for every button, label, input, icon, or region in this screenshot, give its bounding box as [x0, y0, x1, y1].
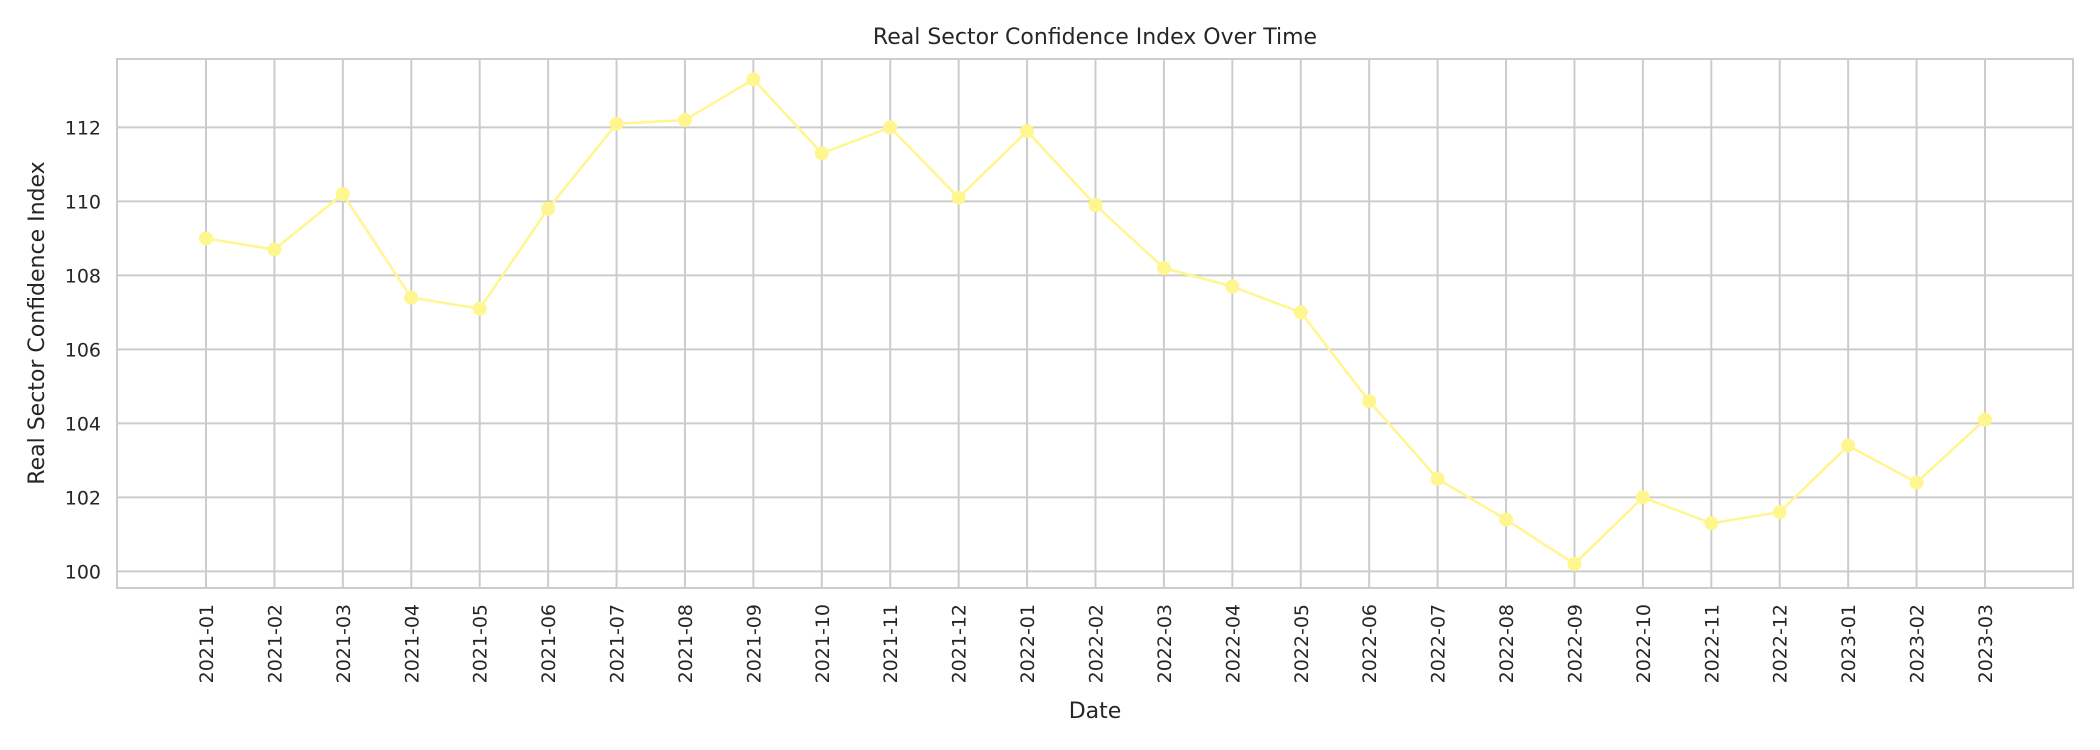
- y-tick-label: 110: [65, 191, 101, 213]
- y-tick-label: 108: [65, 265, 101, 287]
- y-tick-labels: 100 102 104 106 108 110 112: [65, 117, 101, 583]
- data-point: [1088, 198, 1103, 213]
- x-tick-label: 2021-12: [949, 604, 971, 683]
- data-point: [746, 72, 761, 87]
- data-point: [267, 242, 282, 257]
- x-tick-label: 2021-10: [812, 604, 834, 683]
- data-point: [404, 290, 419, 305]
- x-tick-label: 2023-03: [1975, 604, 1997, 683]
- x-tick-label: 2023-01: [1838, 604, 1860, 683]
- data-point: [677, 113, 692, 128]
- data-point: [541, 201, 556, 216]
- data-point: [1909, 475, 1924, 490]
- data-point: [814, 146, 829, 161]
- x-tick-label: 2022-11: [1701, 604, 1723, 683]
- grid: [117, 59, 2073, 588]
- x-tick-label: 2022-07: [1428, 604, 1450, 683]
- x-tick-label: 2022-09: [1564, 604, 1586, 683]
- data-point: [1362, 394, 1377, 409]
- chart-title: Real Sector Confidence Index Over Time: [873, 25, 1317, 50]
- data-point: [1293, 305, 1308, 320]
- data-point: [1225, 279, 1240, 294]
- x-tick-label: 2021-02: [264, 604, 286, 683]
- x-tick-label: 2021-01: [196, 604, 218, 683]
- y-tick-label: 106: [65, 339, 101, 361]
- data-point: [1567, 556, 1582, 571]
- data-point: [951, 190, 966, 205]
- x-tick-label: 2022-03: [1154, 604, 1176, 683]
- x-tick-label: 2023-02: [1907, 604, 1929, 683]
- y-tick-label: 112: [65, 117, 101, 139]
- y-axis-label: Real Sector Confidence Index: [25, 161, 50, 484]
- data-point: [472, 301, 487, 316]
- data-point: [1704, 516, 1719, 531]
- x-tick-label: 2022-12: [1770, 604, 1792, 683]
- x-tick-label: 2021-11: [880, 604, 902, 683]
- x-tick-label: 2021-05: [470, 604, 492, 683]
- data-point: [1772, 505, 1787, 520]
- data-point: [883, 120, 898, 135]
- x-tick-label: 2021-09: [743, 604, 765, 683]
- y-tick-label: 100: [65, 561, 101, 583]
- data-point: [1430, 471, 1445, 486]
- data-point: [1635, 490, 1650, 505]
- x-tick-label: 2021-08: [675, 604, 697, 683]
- x-tick-label: 2021-06: [538, 604, 560, 683]
- x-tick-label: 2022-05: [1291, 604, 1313, 683]
- data-point: [1499, 512, 1514, 527]
- x-tick-label: 2021-07: [607, 604, 629, 683]
- x-axis-label: Date: [1069, 699, 1122, 724]
- plot-frame: [116, 58, 2074, 589]
- series-layer: [199, 72, 1992, 571]
- x-tick-label: 2022-02: [1086, 604, 1108, 683]
- x-tick-label: 2022-08: [1496, 604, 1518, 683]
- x-tick-label: 2021-04: [401, 604, 423, 683]
- y-tick-label: 104: [65, 413, 101, 435]
- x-tick-label: 2022-01: [1017, 604, 1039, 683]
- x-tick-label: 2022-04: [1222, 604, 1244, 683]
- data-point: [335, 187, 350, 202]
- data-point: [1020, 124, 1035, 139]
- data-point: [1841, 438, 1856, 453]
- y-tick-label: 102: [65, 487, 101, 509]
- data-point: [1156, 261, 1171, 276]
- data-point: [199, 231, 213, 246]
- x-tick-labels: 2021-01 2021-02 2021-03 2021-04 2021-05 2021-…: [196, 604, 1997, 683]
- x-tick-label: 2022-10: [1633, 604, 1655, 683]
- data-point: [609, 116, 624, 131]
- x-tick-label: 2021-03: [333, 604, 355, 683]
- x-tick-label: 2022-06: [1359, 604, 1381, 683]
- data-point: [1978, 412, 1992, 427]
